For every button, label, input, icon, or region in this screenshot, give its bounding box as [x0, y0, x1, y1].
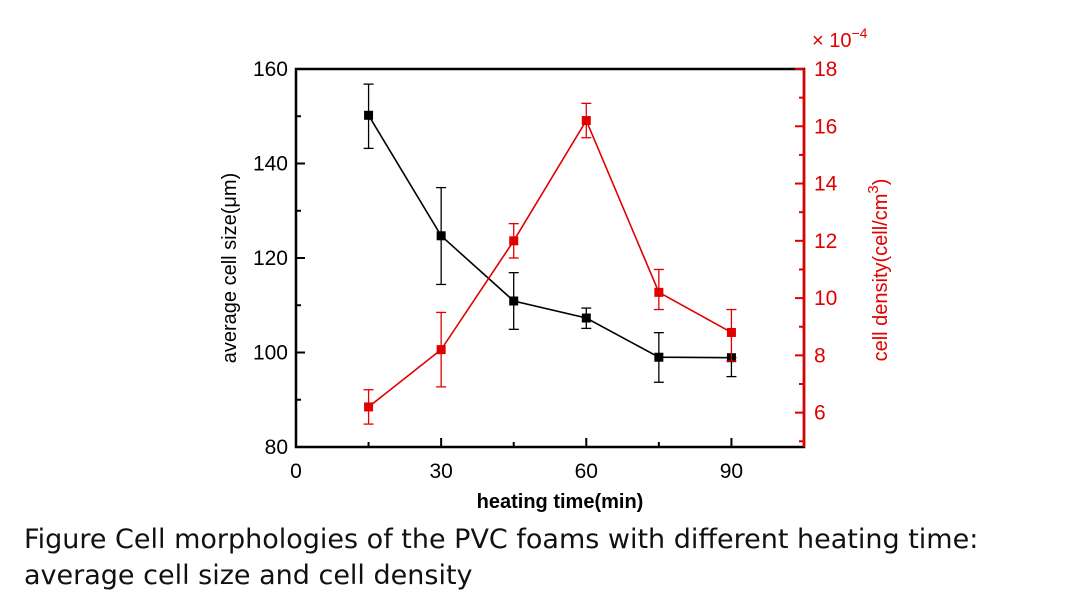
x-tick-label: 60: [575, 460, 598, 483]
caption-line-1: Figure Cell morphologies of the PVC foam…: [24, 524, 979, 555]
dual-axis-line-chart: 0 30 60 90 80 100 120 140 160 6 8 10 12 14 16 18 heatin…: [219, 25, 892, 513]
y-right-tick-label: 16: [814, 115, 837, 138]
x-axis-title: heating time(min): [477, 491, 644, 513]
multiplier-base: × 10: [812, 30, 851, 52]
data-point: [726, 327, 736, 337]
data-point: [436, 231, 446, 241]
data-point: [654, 287, 664, 297]
series-line-cell-density: [368, 118, 732, 408]
caption-line-2: average cell size and cell density: [24, 560, 473, 591]
y-right-tick-label: 18: [814, 58, 837, 81]
data-point: [581, 116, 591, 126]
y-left-axis-title: average cell size(μm): [219, 173, 241, 363]
y-left-tick-label: 80: [265, 436, 288, 459]
y-right-multiplier: × 10−4: [812, 25, 868, 52]
y-left-tick-label: 120: [253, 247, 288, 270]
y-right-title-tail: ): [870, 179, 892, 186]
data-point: [436, 345, 446, 355]
y-left-tick-label: 140: [253, 153, 288, 176]
y-right-tick-label: 6: [814, 402, 826, 425]
data-point: [509, 296, 519, 306]
y-left-tick-label: 100: [253, 342, 288, 365]
x-tick-label: 90: [720, 460, 743, 483]
y-right-tick-label: 14: [814, 173, 838, 196]
y-right-title-superscript: 3: [865, 185, 882, 193]
data-point: [364, 402, 374, 412]
y-left-tick-label: 160: [253, 58, 288, 81]
series-line-average-cell-size: [367, 114, 732, 359]
x-tick-label: 0: [290, 460, 302, 483]
y-right-tick-label: 10: [814, 287, 837, 310]
y-right-title-main: cell density(cell/cm: [870, 194, 892, 362]
y-right-tick-label: 8: [814, 344, 826, 367]
data-point: [654, 352, 664, 362]
y-right-tick-label: 12: [814, 230, 837, 253]
x-tick-label: 30: [429, 460, 452, 483]
data-point: [509, 236, 519, 246]
y-right-axis-title: cell density(cell/cm3): [865, 179, 892, 362]
figure-caption: Figure Cell morphologies of the PVC foam…: [24, 522, 1079, 594]
data-point: [581, 313, 591, 323]
multiplier-exponent: −4: [851, 25, 867, 41]
data-point: [364, 110, 374, 120]
